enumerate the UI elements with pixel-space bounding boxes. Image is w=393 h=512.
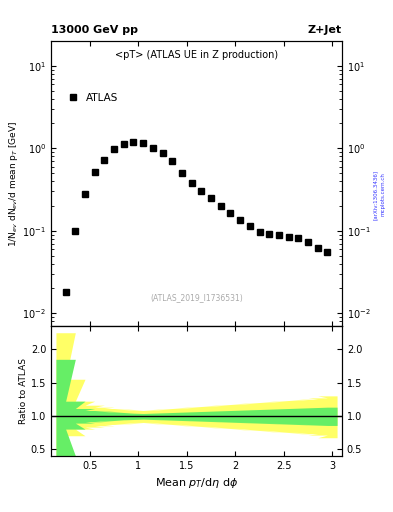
ATLAS — [286, 233, 291, 240]
ATLAS — [219, 203, 223, 209]
ATLAS — [131, 139, 136, 145]
ATLAS — [238, 217, 242, 223]
Text: Z+Jet: Z+Jet — [308, 25, 342, 35]
Text: mcplots.cern.ch: mcplots.cern.ch — [381, 173, 386, 217]
ATLAS — [141, 140, 145, 146]
ATLAS — [189, 180, 194, 186]
ATLAS — [102, 157, 107, 163]
ATLAS — [306, 239, 310, 245]
ATLAS — [267, 231, 272, 237]
Y-axis label: Ratio to ATLAS: Ratio to ATLAS — [19, 358, 28, 424]
Text: <pT> (ATLAS UE in Z production): <pT> (ATLAS UE in Z production) — [115, 50, 278, 59]
Text: (ATLAS_2019_I1736531): (ATLAS_2019_I1736531) — [150, 293, 243, 302]
ATLAS — [112, 146, 116, 153]
ATLAS — [83, 191, 87, 197]
ATLAS — [73, 228, 78, 234]
ATLAS — [228, 210, 233, 216]
ATLAS — [63, 289, 68, 295]
Text: 13000 GeV pp: 13000 GeV pp — [51, 25, 138, 35]
ATLAS — [121, 141, 126, 147]
ATLAS — [160, 150, 165, 156]
ATLAS — [92, 168, 97, 175]
X-axis label: Mean $p_T$/d$\eta$ d$\phi$: Mean $p_T$/d$\eta$ d$\phi$ — [155, 476, 238, 490]
Text: [arXiv:1306.3436]: [arXiv:1306.3436] — [373, 169, 378, 220]
ATLAS — [296, 235, 301, 241]
Line: ATLAS: ATLAS — [62, 139, 331, 295]
ATLAS — [209, 195, 213, 201]
ATLAS — [151, 145, 155, 152]
Y-axis label: 1/N$_{ev}$ dN$_{ev}$/d mean p$_T$ [GeV]: 1/N$_{ev}$ dN$_{ev}$/d mean p$_T$ [GeV] — [7, 120, 20, 247]
ATLAS — [325, 249, 330, 255]
ATLAS — [257, 228, 262, 234]
ATLAS — [170, 158, 174, 164]
ATLAS — [315, 245, 320, 251]
ATLAS — [277, 232, 281, 239]
ATLAS — [180, 170, 184, 176]
Legend: ATLAS: ATLAS — [65, 89, 122, 108]
ATLAS — [199, 188, 204, 195]
ATLAS — [248, 223, 252, 229]
